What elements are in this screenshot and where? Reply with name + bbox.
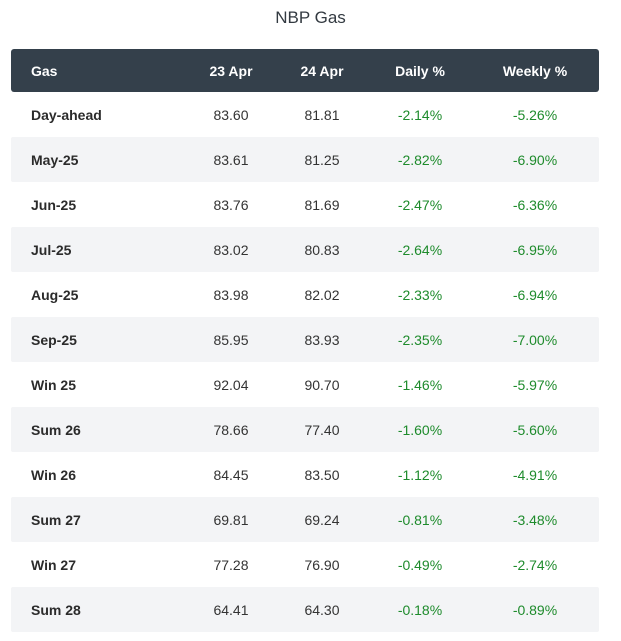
daily-change: -2.33% [397,286,443,303]
daily-change: -2.82% [397,151,443,168]
table-row: Sum 28 64.41 64.30 -0.18% -0.89% [11,587,599,632]
price-23-apr: 85.95 [213,331,249,348]
price-24-apr: 83.50 [304,466,340,483]
price-23-apr: 84.45 [213,466,249,483]
price-23-apr: 83.98 [213,286,249,303]
weekly-change: -2.74% [512,556,558,573]
price-24-apr: 76.90 [304,556,340,573]
daily-change: -2.14% [397,106,443,123]
table-row: Jul-25 83.02 80.83 -2.64% -6.95% [11,227,599,272]
row-label: May-25 [31,151,79,168]
weekly-change: -6.36% [512,196,558,213]
nbp-gas-table: Gas 23 Apr 24 Apr Daily % Weekly % Day-a… [11,49,599,632]
weekly-change: -6.90% [512,151,558,168]
daily-change: -0.81% [397,511,443,528]
column-header-weekly-pct: Weekly % [502,62,568,79]
row-label: Jul-25 [31,241,72,258]
price-24-apr: 81.25 [304,151,340,168]
daily-change: -2.64% [397,241,443,258]
column-header-24-apr: 24 Apr [300,62,344,79]
table-row: Sum 26 78.66 77.40 -1.60% -5.60% [11,407,599,452]
price-24-apr: 81.81 [304,106,340,123]
weekly-change: -4.91% [512,466,558,483]
price-24-apr: 83.93 [304,331,340,348]
weekly-change: -5.26% [512,106,558,123]
price-23-apr: 83.60 [213,106,249,123]
price-23-apr: 92.04 [213,376,249,393]
weekly-change: -5.97% [512,376,558,393]
table-row: Sum 27 69.81 69.24 -0.81% -3.48% [11,497,599,542]
row-label: Sep-25 [31,331,77,348]
weekly-change: -6.94% [512,286,558,303]
weekly-change: -0.89% [512,601,558,618]
price-23-apr: 83.02 [213,241,249,258]
column-header-daily-pct: Daily % [395,62,445,79]
row-label: Sum 28 [31,601,81,618]
row-label: Win 26 [31,466,76,483]
weekly-change: -3.48% [512,511,558,528]
row-label: Jun-25 [31,196,77,213]
table-header: Gas 23 Apr 24 Apr Daily % Weekly % [11,49,599,92]
table-row: Sep-25 85.95 83.93 -2.35% -7.00% [11,317,599,362]
table-title: NBP Gas [275,8,346,27]
weekly-change: -5.60% [512,421,558,438]
daily-change: -1.46% [397,376,443,393]
price-23-apr: 64.41 [213,601,249,618]
daily-change: -0.18% [397,601,443,618]
price-23-apr: 83.61 [213,151,249,168]
table-row: Aug-25 83.98 82.02 -2.33% -6.94% [11,272,599,317]
row-label: Aug-25 [31,286,79,303]
price-24-apr: 64.30 [304,601,340,618]
price-24-apr: 69.24 [304,511,340,528]
weekly-change: -7.00% [512,331,558,348]
price-24-apr: 77.40 [304,421,340,438]
row-label: Win 25 [31,376,76,393]
table-row: Win 27 77.28 76.90 -0.49% -2.74% [11,542,599,587]
daily-change: -1.60% [397,421,443,438]
row-label: Day-ahead [31,106,102,123]
table-row: Jun-25 83.76 81.69 -2.47% -6.36% [11,182,599,227]
price-23-apr: 77.28 [213,556,249,573]
table-row: Win 25 92.04 90.70 -1.46% -5.97% [11,362,599,407]
daily-change: -0.49% [397,556,443,573]
price-23-apr: 78.66 [213,421,249,438]
price-24-apr: 81.69 [304,196,340,213]
weekly-change: -6.95% [512,241,558,258]
price-24-apr: 82.02 [304,286,340,303]
table-row: May-25 83.61 81.25 -2.82% -6.90% [11,137,599,182]
row-label: Sum 26 [31,421,81,438]
row-label: Win 27 [31,556,76,573]
row-label: Sum 27 [31,511,81,528]
table-row: Win 26 84.45 83.50 -1.12% -4.91% [11,452,599,497]
column-header-gas: Gas [31,62,58,79]
column-header-23-apr: 23 Apr [209,62,253,79]
price-23-apr: 83.76 [213,196,249,213]
table-row: Day-ahead 83.60 81.81 -2.14% -5.26% [11,92,599,137]
daily-change: -2.35% [397,331,443,348]
price-23-apr: 69.81 [213,511,249,528]
daily-change: -2.47% [397,196,443,213]
price-24-apr: 90.70 [304,376,340,393]
daily-change: -1.12% [397,466,443,483]
price-24-apr: 80.83 [304,241,340,258]
